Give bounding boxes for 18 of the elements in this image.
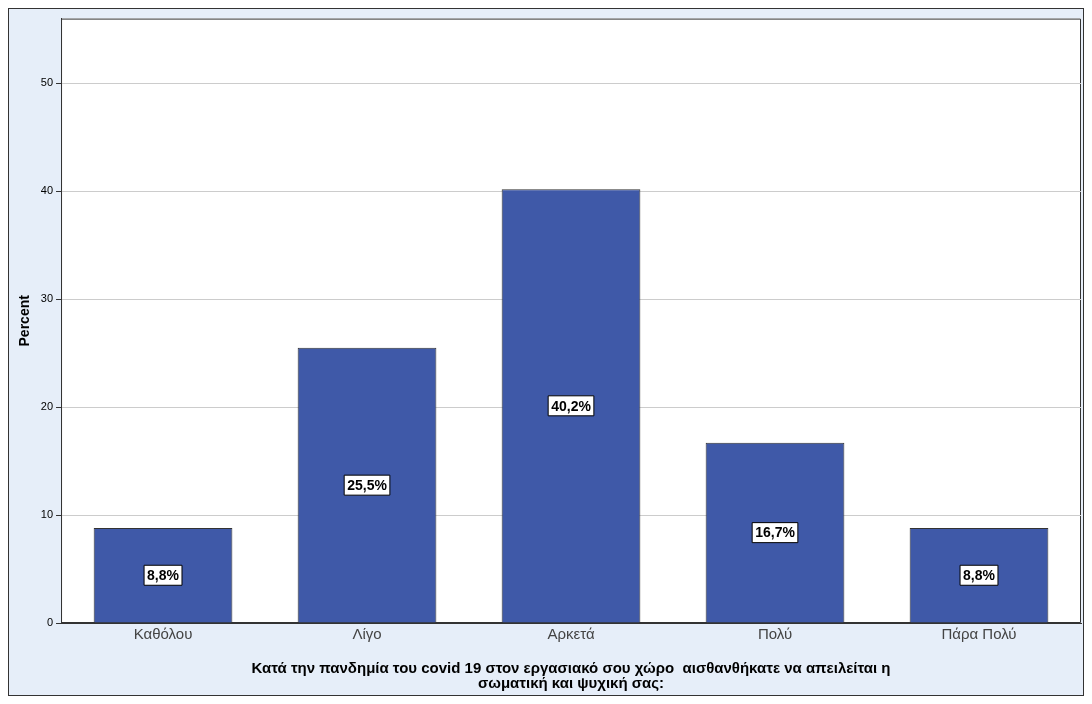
data-label: 8,8% [147,567,180,584]
x-tick-label: Πάρα Πολύ [941,625,1017,643]
data-label: 40,2% [551,397,592,414]
y-tick-label: 20 [40,400,54,413]
y-tick-label: 0 [46,616,54,629]
x-tick-label: Αρκετά [547,625,595,643]
x-tick-label: Καθόλου [133,625,193,643]
y-tick-label: 10 [40,508,54,521]
y-tick-label: 40 [40,184,54,197]
y-tick-label: 50 [40,76,54,89]
x-axis-title: Κατά την πανδημία του covid 19 στον εργασιακό σου χώρο αισθανθήκατε να απειλείται η σωματική και ψυχική σας: [251,658,891,691]
data-label: 8,8% [963,567,996,584]
x-tick-label: Λίγο [352,625,382,643]
data-label: 25,5% [347,477,388,493]
y-axis-title: Percent [16,294,33,347]
y-tick-label: 30 [40,292,54,305]
data-label: 16,7% [755,524,796,541]
x-tick-label: Πολύ [757,625,793,643]
